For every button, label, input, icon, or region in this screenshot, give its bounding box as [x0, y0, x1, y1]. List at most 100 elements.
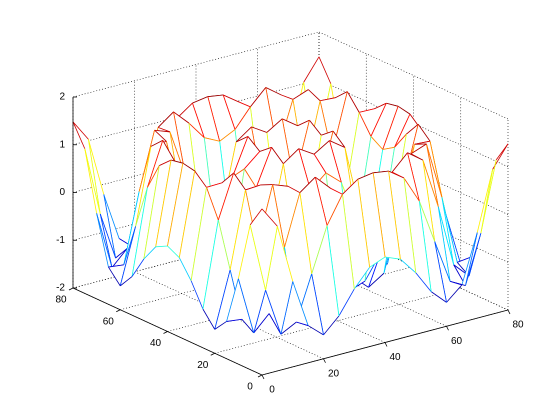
mesh-edge [253, 289, 266, 333]
mesh-edge [495, 143, 509, 161]
mesh [72, 56, 509, 336]
mesh-edge [372, 172, 386, 258]
mesh-edge [388, 171, 401, 260]
mesh-edge [434, 241, 447, 303]
mesh-face [207, 95, 235, 142]
mesh-edge [403, 177, 417, 273]
mesh-edge [247, 136, 261, 152]
mesh-face [88, 139, 116, 259]
mesh-edge [170, 159, 183, 164]
mesh-edge [233, 172, 246, 191]
mesh-face [320, 91, 348, 154]
mesh-edge [72, 121, 86, 149]
mesh-face [244, 147, 272, 188]
mesh-face [315, 177, 343, 226]
mesh-face [353, 253, 381, 288]
mesh-edge [253, 313, 270, 334]
mesh-edge [449, 281, 462, 286]
mesh-edge [143, 246, 156, 260]
mesh-edge [206, 182, 222, 188]
mesh-face [206, 173, 234, 221]
mesh-edge [292, 281, 309, 326]
mesh-edge [192, 96, 208, 104]
z-tick-label: 0 [59, 187, 65, 198]
mesh-edge [167, 163, 184, 247]
mesh-edge [229, 189, 246, 270]
mesh-face [147, 140, 175, 188]
mesh-edge [266, 118, 283, 133]
mesh-edge [407, 152, 424, 161]
mesh-edge [241, 319, 255, 334]
mesh-edge [190, 280, 204, 310]
mesh-face [382, 106, 410, 150]
mesh-edge [154, 129, 167, 142]
mesh-edge [99, 213, 113, 268]
mesh-edge [167, 245, 180, 258]
mesh-edge [296, 321, 309, 326]
y-tick-label: 60 [103, 316, 115, 327]
mesh-edge [173, 111, 190, 124]
z-tick-label: 2 [59, 92, 65, 103]
mesh-edge [426, 143, 439, 207]
mesh-face [359, 103, 387, 137]
mesh-face [342, 179, 370, 290]
mesh-edge [131, 258, 145, 277]
mesh-edge [407, 152, 420, 202]
mesh-edge [272, 184, 289, 187]
x-tick [261, 374, 265, 380]
mesh-edge [370, 103, 387, 137]
mesh-face [370, 103, 399, 150]
mesh-edge [111, 248, 128, 268]
mesh-face [143, 160, 172, 260]
mesh-face [453, 233, 481, 286]
mesh-face [120, 187, 148, 286]
y-tick-label: 20 [197, 360, 209, 371]
mesh-edge [157, 127, 171, 133]
mesh-edge [251, 126, 268, 133]
mesh-edge [397, 105, 411, 115]
mesh-face [327, 194, 355, 317]
mesh-face [238, 224, 266, 333]
z-tick-label: -1 [56, 235, 65, 246]
grid-line [72, 31, 320, 98]
mesh-edge [400, 258, 417, 274]
mesh-edge [192, 102, 205, 138]
mesh-edge [238, 101, 251, 108]
mesh-face [73, 121, 101, 214]
mesh-edge [214, 321, 227, 330]
mesh-edge [155, 245, 168, 248]
mesh-face [373, 171, 401, 260]
mesh-face [103, 194, 131, 259]
mesh-edge [342, 194, 355, 290]
mesh-face [282, 118, 310, 183]
mesh-face [265, 226, 293, 335]
mesh-edge [321, 130, 334, 136]
mesh-edge [255, 147, 272, 188]
mesh-face [392, 152, 420, 202]
mesh-face [139, 130, 167, 192]
mesh-edge [418, 201, 432, 292]
mesh-edge [72, 121, 89, 140]
x-tick-label: 80 [512, 320, 524, 331]
mesh-edge [299, 192, 313, 275]
mesh-edge [308, 89, 321, 102]
mesh-edge [249, 208, 263, 226]
mesh-face [441, 197, 469, 276]
mesh-edge [226, 318, 242, 322]
mesh-edge [154, 129, 170, 133]
y-tick-label: 0 [247, 382, 253, 393]
mesh-edge [373, 170, 389, 174]
mesh-edge [309, 119, 322, 136]
mesh-edge [84, 148, 101, 215]
mesh-edge [259, 146, 272, 152]
mesh-face [232, 136, 260, 177]
mesh-edge [265, 226, 278, 291]
mesh-edge [135, 146, 152, 227]
mesh-edge [382, 146, 395, 150]
mesh-edge [323, 315, 340, 336]
mesh-edge [465, 233, 482, 286]
mesh-edge [157, 111, 174, 128]
mesh-edge [437, 206, 455, 265]
mesh-edge [237, 278, 255, 333]
